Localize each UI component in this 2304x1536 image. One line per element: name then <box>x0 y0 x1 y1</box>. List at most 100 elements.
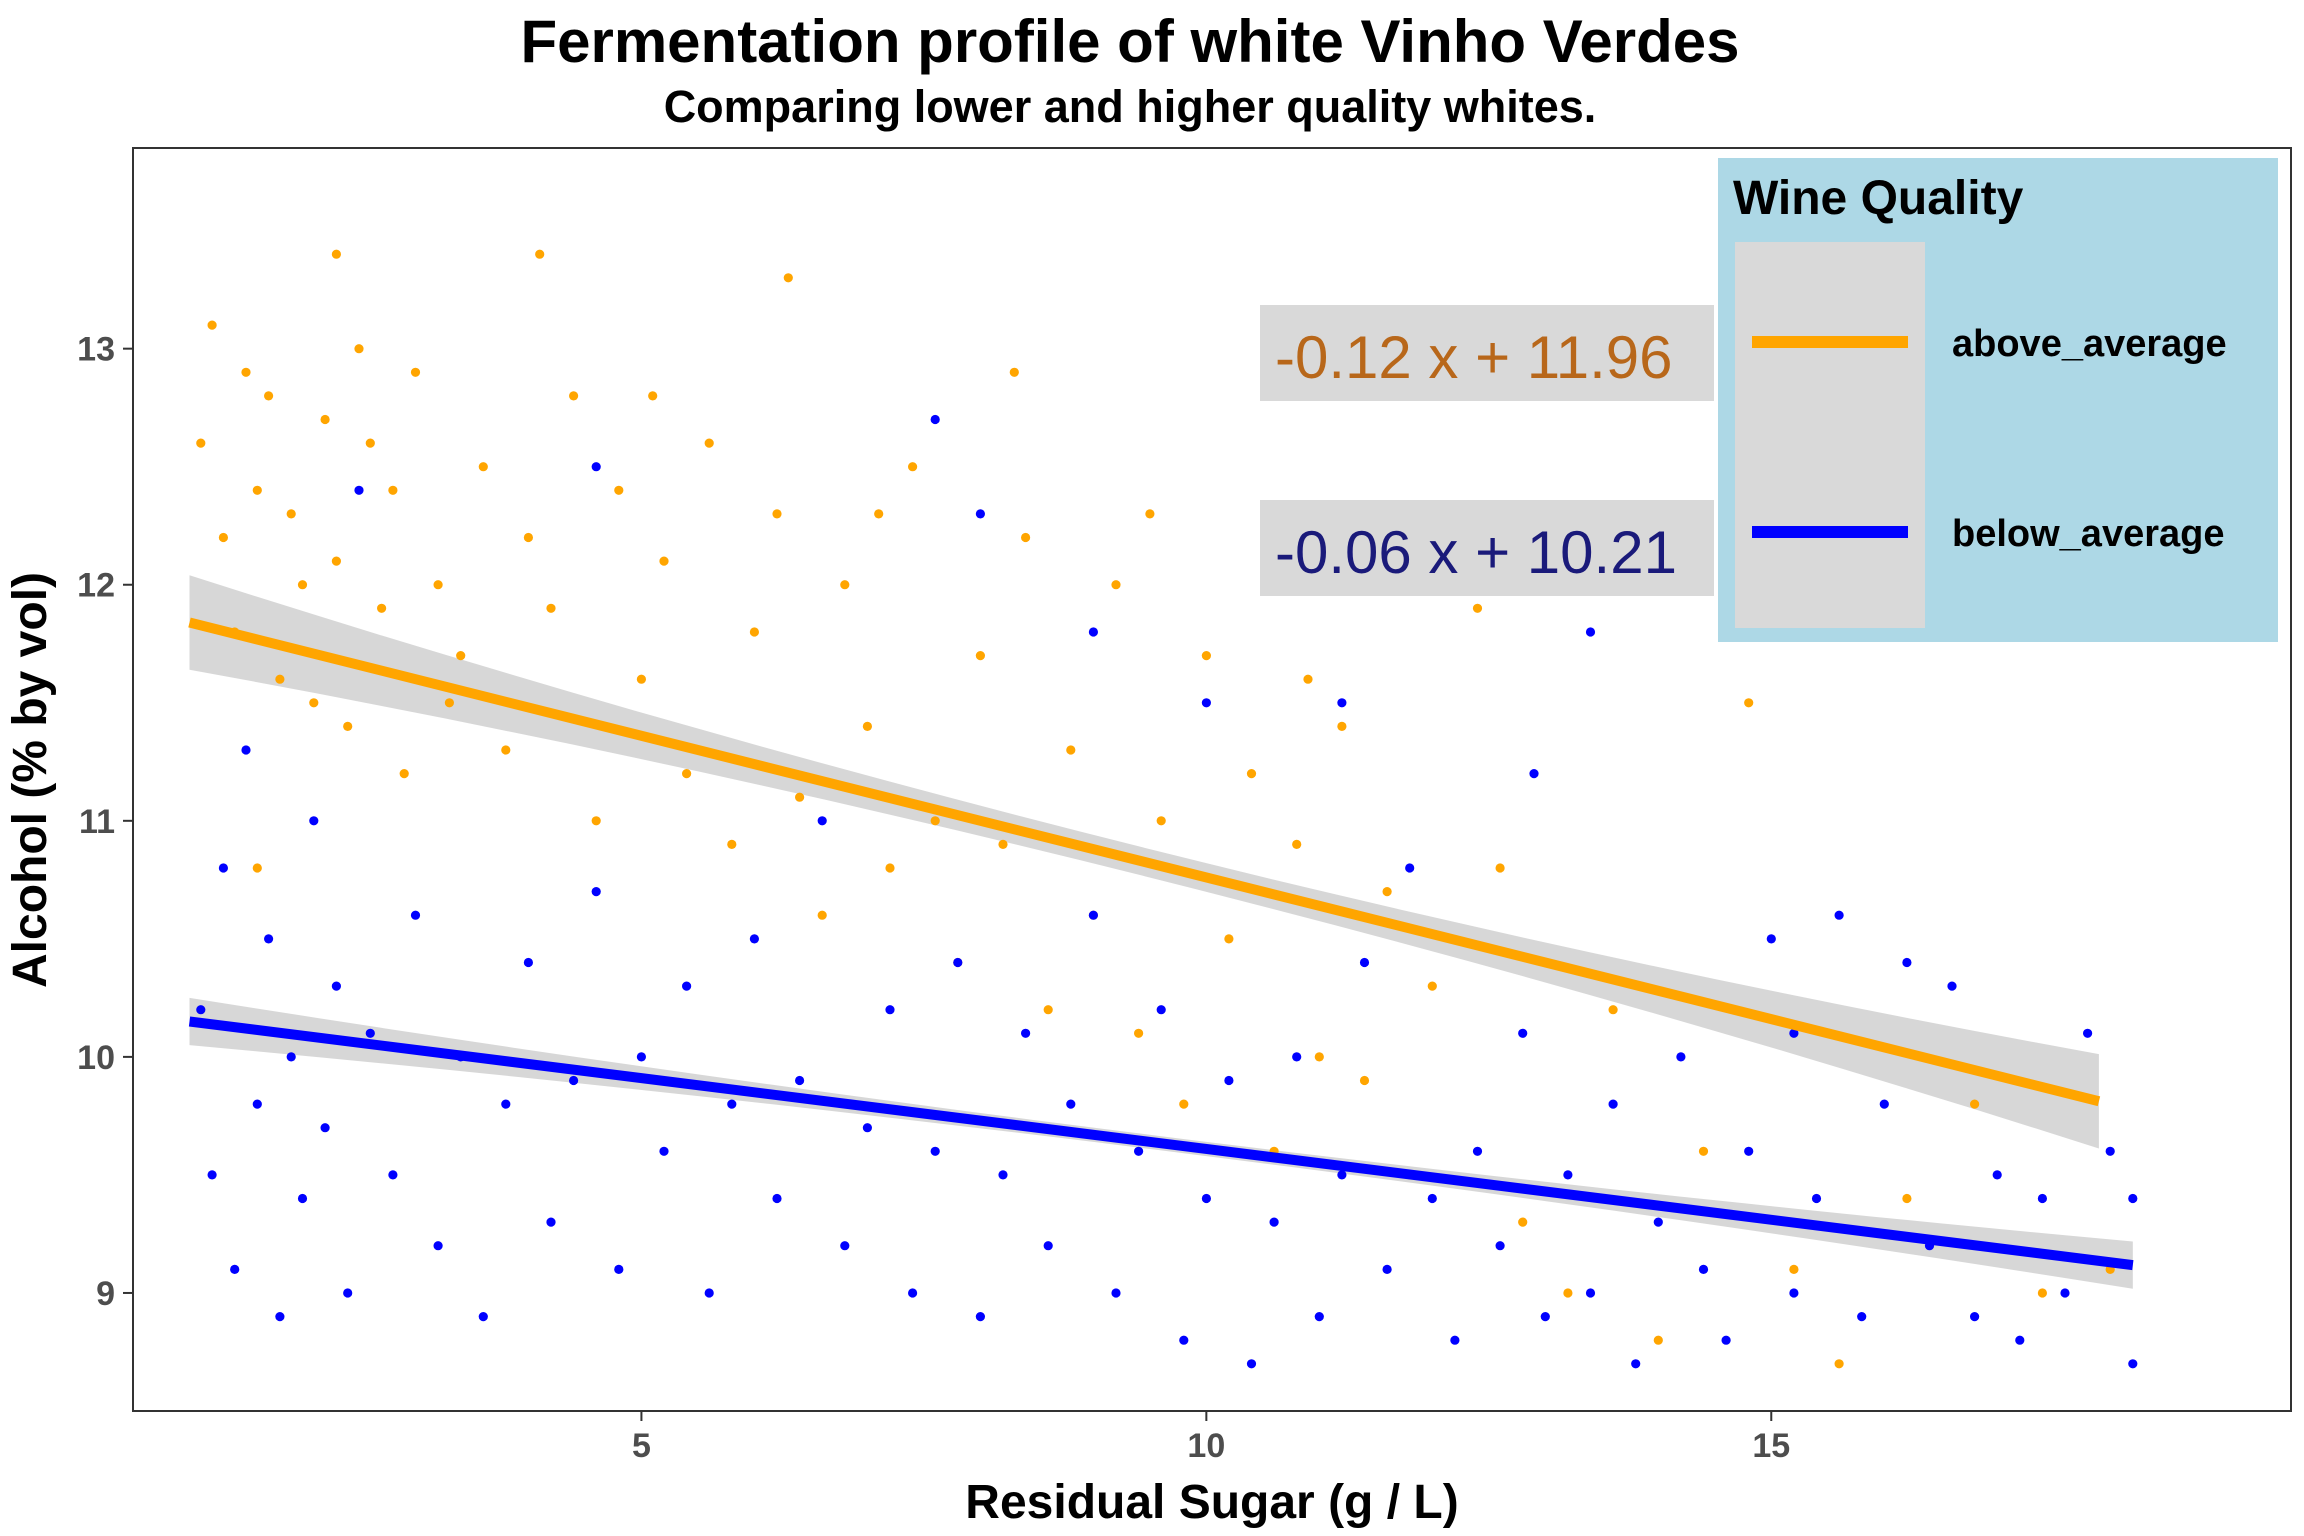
data-point-above-average <box>1134 1028 1144 1038</box>
data-point-below-average <box>749 934 760 944</box>
data-point-above-average <box>1359 1075 1370 1086</box>
data-point-below-average <box>885 1005 895 1015</box>
data-point-below-average <box>1789 1288 1799 1298</box>
data-point-below-average <box>1088 627 1098 637</box>
data-point-above-average <box>1834 1359 1844 1369</box>
data-point-below-average <box>1563 1170 1573 1180</box>
data-point-above-average <box>783 273 793 283</box>
y-axis-label: Alcohol (% by vol) <box>4 572 57 988</box>
data-point-below-average <box>207 1170 217 1180</box>
data-point-below-average <box>264 934 274 944</box>
data-point-below-average <box>297 1193 308 1204</box>
data-point-above-average <box>1608 1005 1618 1015</box>
data-point-below-average <box>591 887 601 897</box>
data-point-below-average <box>1653 1217 1663 1227</box>
data-point-below-average <box>1744 1146 1754 1156</box>
data-point-below-average <box>636 1052 647 1062</box>
data-point-below-average <box>1766 934 1776 944</box>
legend: Wine Quality above_average below_average <box>1718 158 2278 642</box>
data-point-above-average <box>1021 532 1031 543</box>
data-point-above-average <box>331 249 341 259</box>
data-point-above-average <box>343 721 353 732</box>
data-point-above-average <box>1009 367 1019 377</box>
data-point-below-average <box>309 816 319 826</box>
data-point-below-average <box>241 745 251 755</box>
data-point-below-average <box>230 1264 240 1274</box>
scatter-points <box>196 249 2138 1369</box>
data-point-below-average <box>772 1193 782 1204</box>
data-point-below-average <box>682 981 692 991</box>
data-point-below-average <box>908 1288 918 1298</box>
legend-label-below-average: below_average <box>1952 513 2224 555</box>
data-point-below-average <box>795 1075 805 1086</box>
data-point-below-average <box>2060 1288 2070 1298</box>
equation-text-above-average: -0.12 x + 11.96 <box>1275 324 1673 391</box>
data-point-above-average <box>354 344 364 354</box>
data-point-below-average <box>727 1099 737 1109</box>
data-point-above-average <box>286 509 296 519</box>
data-point-above-average <box>331 556 341 566</box>
data-point-below-average <box>1450 1335 1460 1345</box>
equation-label-above-average: -0.12 x + 11.96 <box>1260 305 1714 401</box>
y-axis-ticks: 9 10 11 12 13 <box>77 331 133 1313</box>
data-point-below-average <box>1156 1005 1166 1015</box>
data-point-below-average <box>1789 1028 1799 1038</box>
y-tick-label: 9 <box>96 1275 115 1313</box>
data-point-above-average <box>682 769 692 779</box>
data-point-below-average <box>1292 1052 1302 1062</box>
data-point-above-average <box>207 320 217 330</box>
data-point-above-average <box>399 769 409 779</box>
data-point-below-average <box>1405 863 1415 873</box>
data-point-below-average <box>1066 1099 1076 1109</box>
data-point-below-average <box>1246 1359 1257 1369</box>
data-point-below-average <box>953 957 963 968</box>
data-point-above-average <box>523 532 534 543</box>
equation-label-below-average: -0.06 x + 10.21 <box>1260 500 1714 596</box>
data-point-below-average <box>1811 1193 1822 1204</box>
data-point-above-average <box>840 580 850 590</box>
data-point-below-average <box>1337 698 1347 708</box>
data-point-below-average <box>1608 1099 1618 1109</box>
data-point-above-average <box>636 674 647 684</box>
equation-text-below-average: -0.06 x + 10.21 <box>1275 519 1677 586</box>
data-point-below-average <box>1359 957 1370 968</box>
x-axis-ticks: 5 10 15 <box>632 1411 1790 1465</box>
equation-box-above-average <box>1260 305 1714 401</box>
data-point-above-average <box>1337 721 1347 732</box>
data-point-above-average <box>885 863 895 873</box>
data-point-below-average <box>1970 1312 1980 1322</box>
data-point-above-average <box>275 674 285 684</box>
data-point-above-average <box>377 603 387 613</box>
x-tick-label: 10 <box>1187 1427 1225 1465</box>
data-point-above-average <box>1066 745 1076 755</box>
y-tick-label: 10 <box>77 1039 115 1077</box>
data-point-below-average <box>1472 1146 1483 1156</box>
data-point-below-average <box>840 1241 850 1251</box>
data-point-below-average <box>1269 1217 1279 1227</box>
data-point-above-average <box>1789 1264 1799 1274</box>
data-point-below-average <box>1992 1170 2002 1180</box>
data-point-above-average <box>1224 934 1234 944</box>
data-point-below-average <box>1111 1288 1121 1298</box>
data-point-above-average <box>862 721 873 732</box>
legend-title: Wine Quality <box>1733 172 2024 225</box>
data-point-below-average <box>659 1146 669 1156</box>
data-point-above-average <box>1292 839 1302 850</box>
data-point-above-average <box>1518 1217 1528 1227</box>
data-point-above-average <box>569 391 579 401</box>
data-point-above-average <box>1495 863 1505 873</box>
data-point-above-average <box>1201 651 1211 661</box>
data-point-below-average <box>1585 627 1596 637</box>
data-point-above-average <box>1179 1099 1189 1109</box>
data-point-below-average <box>365 1028 375 1038</box>
data-point-below-average <box>2037 1193 2047 1204</box>
chart-subtitle: Comparing lower and higher quality white… <box>664 81 1597 132</box>
data-point-below-average <box>930 1146 940 1156</box>
data-point-below-average <box>331 981 341 991</box>
data-point-below-average <box>591 462 601 472</box>
data-point-above-average <box>704 438 714 448</box>
data-point-below-average <box>1698 1264 1709 1274</box>
data-point-below-average <box>478 1312 488 1322</box>
data-point-below-average <box>704 1288 714 1298</box>
